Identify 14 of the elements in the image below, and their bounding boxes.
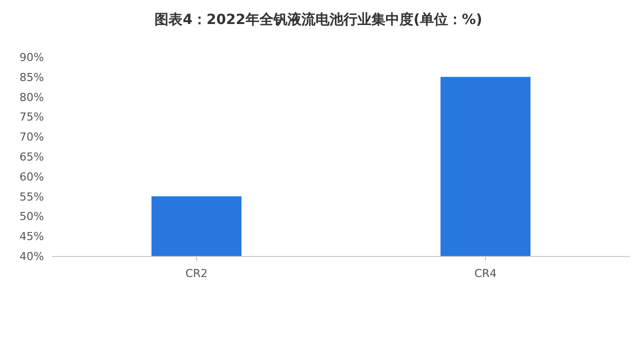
- y-tick-label: 60%: [20, 170, 44, 184]
- y-tick-label: 85%: [20, 70, 44, 84]
- chart-title: 图表4：2022年全钒液流电池行业集中度(单位：%): [154, 11, 482, 28]
- y-tick-label: 65%: [20, 150, 44, 164]
- y-tick-label: 45%: [20, 230, 44, 244]
- y-tick-label: 40%: [20, 250, 44, 263]
- y-tick-label: 70%: [20, 130, 44, 144]
- y-tick-label: 75%: [20, 110, 44, 124]
- y-tick-label: 80%: [20, 90, 44, 104]
- y-tick-label: 90%: [20, 51, 44, 64]
- y-tick-label: 50%: [20, 210, 44, 224]
- x-tick-label: CR4: [474, 267, 497, 280]
- x-tick-label: CR2: [185, 267, 208, 280]
- y-tick-label: 55%: [20, 190, 44, 204]
